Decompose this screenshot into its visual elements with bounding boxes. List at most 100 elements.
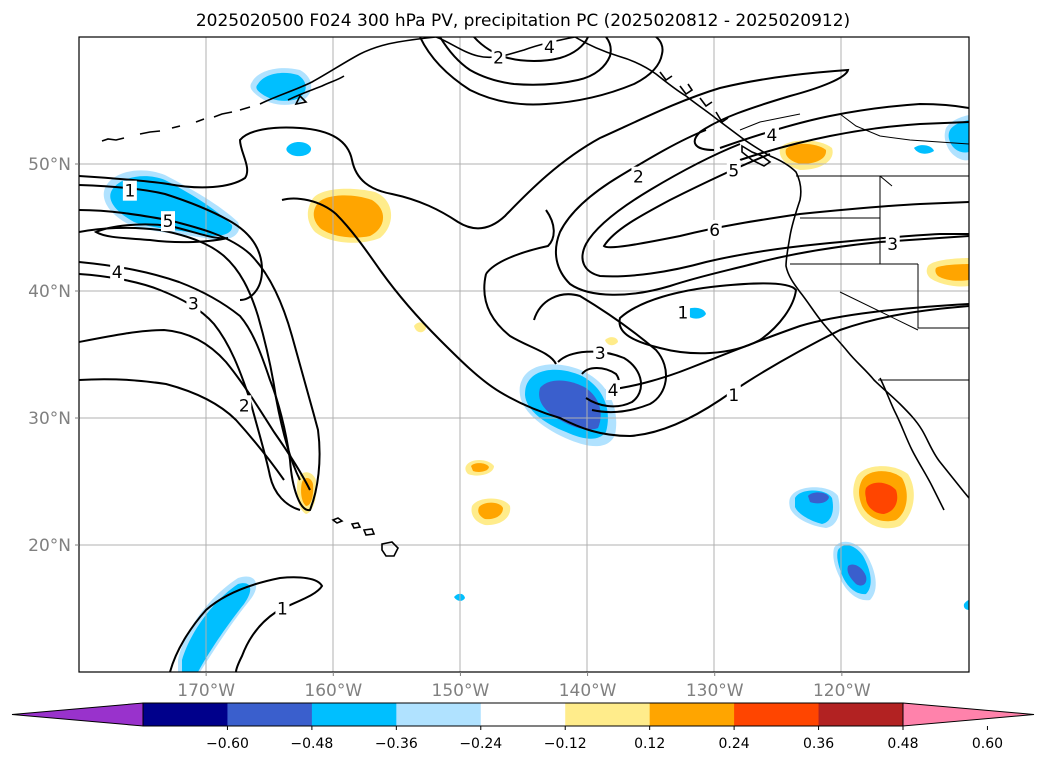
precip-positive-anomaly <box>478 502 503 520</box>
precip-negative-anomaly <box>808 492 829 504</box>
colorbar-tick-label: 0.60 <box>972 736 1003 752</box>
alaska-panhandle-islands <box>659 71 729 124</box>
colorbar-tick-label: −0.60 <box>206 736 249 752</box>
lon-tick-label: 160°W <box>304 681 362 701</box>
pv-contour-label: 1 <box>678 304 689 324</box>
colorbar-tick-label: −0.36 <box>375 736 418 752</box>
pv-contour-label: 4 <box>608 381 619 401</box>
colorbar-tick-label: 0.12 <box>634 736 665 752</box>
colorbar-segment <box>311 703 397 726</box>
precip-positive-anomaly <box>471 463 489 472</box>
colorbar-tick-label: −0.24 <box>459 736 502 752</box>
pv-contour-label: 2 <box>239 396 250 416</box>
precip-negative-anomaly <box>914 145 934 154</box>
colorbar: −0.60 −0.48 −0.36 −0.24 −0.12 0.12 0.24 0.36 0.4… <box>11 702 1035 752</box>
pv-contour <box>618 282 798 355</box>
pv-contour <box>419 37 664 106</box>
contour-label-bg <box>631 166 646 187</box>
contour-label-bg <box>542 37 557 58</box>
pv-contours <box>79 37 969 672</box>
lat-tick-label: 20°N <box>28 536 71 556</box>
precip-negative-anomaly <box>256 72 306 101</box>
precip-positive-anomaly <box>935 264 969 281</box>
coastlines <box>101 37 969 557</box>
state-border <box>790 175 969 381</box>
pv-contour-label: 1 <box>124 182 135 202</box>
colorbar-segment <box>734 703 820 726</box>
contour-label-bg <box>675 302 690 323</box>
contour-label-bg <box>726 385 741 406</box>
colorbar-extend-max <box>902 702 1035 727</box>
lat-tick-label: 40°N <box>28 282 71 302</box>
contour-label-bg <box>186 293 201 314</box>
pv-contour-label: 6 <box>709 221 720 241</box>
map-title: 2025020500 F024 300 hPa PV, precipitatio… <box>196 11 850 31</box>
precip-positive-anomaly <box>605 337 618 346</box>
pv-contour <box>79 226 301 511</box>
precip-positive-anomaly <box>313 195 384 238</box>
lon-tick-label: 140°W <box>559 681 617 701</box>
hawaii-islands <box>331 517 399 557</box>
colorbar-segment <box>480 703 566 726</box>
contour-label-bg <box>885 234 900 255</box>
precip-positive-anomaly <box>785 143 827 164</box>
pv-contour <box>169 576 324 672</box>
colorbar-segment <box>143 703 228 726</box>
colorbar-segment <box>396 703 482 726</box>
precip-positive-anomaly <box>414 322 426 333</box>
pv-contour <box>79 328 311 491</box>
aleutian-islands <box>101 106 251 142</box>
lat-tick-label: 30°N <box>28 409 71 429</box>
pv-contour <box>554 129 969 296</box>
pv-contour <box>581 143 969 278</box>
contour-label-bg <box>161 211 175 232</box>
west-coast <box>769 155 969 499</box>
lon-tick-label: 120°W <box>813 681 871 701</box>
colorbar-extend-min <box>11 702 144 727</box>
pv-contour <box>473 37 589 62</box>
pv-contour <box>79 68 850 230</box>
precip-negative-anomaly <box>948 120 969 153</box>
precip-positive-anomaly <box>865 482 898 514</box>
map-frame <box>78 36 970 673</box>
vancouver-island <box>741 144 772 167</box>
borders <box>739 113 969 381</box>
colorbar-segment <box>227 703 313 726</box>
lon-tick-label: 170°W <box>177 681 235 701</box>
contour-label-bg <box>593 343 608 364</box>
contour-label-bg <box>110 261 125 282</box>
colorbar-tick-label: 0.24 <box>719 736 750 752</box>
colorbar-tick-label: 0.48 <box>887 736 918 752</box>
lon-tick-label: 150°W <box>432 681 490 701</box>
pv-contour-label: 4 <box>767 126 778 146</box>
pv-contour <box>533 293 668 413</box>
pv-contour <box>605 303 969 391</box>
alaska-canada-border <box>739 113 801 131</box>
map-background <box>79 37 969 672</box>
lat-tick-label: 50°N <box>28 155 71 175</box>
pv-contour-label: 2 <box>633 168 644 188</box>
precip-negative-anomaly <box>110 176 233 236</box>
alaska-coast <box>287 75 345 106</box>
precip-negative-anomaly <box>286 142 312 157</box>
pv-contour-label: 3 <box>188 295 199 315</box>
precip-negative-anomaly <box>539 380 601 430</box>
baja-coast <box>879 377 945 511</box>
precip-positive-anomaly <box>301 478 314 506</box>
canada-province-border <box>839 113 969 145</box>
contour-label-bg <box>122 180 137 201</box>
longitude-ticks: 170°W 160°W 150°W 140°W 130°W 120°W <box>177 672 871 701</box>
contour-label-bg <box>707 220 722 241</box>
contour-label-bg <box>491 47 506 68</box>
contour-label-bg <box>606 380 620 401</box>
pv-contour-label: 5 <box>728 161 739 181</box>
pv-contour-label: 3 <box>595 344 606 364</box>
latitude-ticks: 20°N 30°N 40°N 50°N <box>28 155 79 556</box>
pv-contour-label: 1 <box>277 600 288 620</box>
precip-negative-anomaly <box>182 583 251 672</box>
colorbar-segment <box>565 703 651 726</box>
precip-negative-anomaly <box>963 600 969 610</box>
